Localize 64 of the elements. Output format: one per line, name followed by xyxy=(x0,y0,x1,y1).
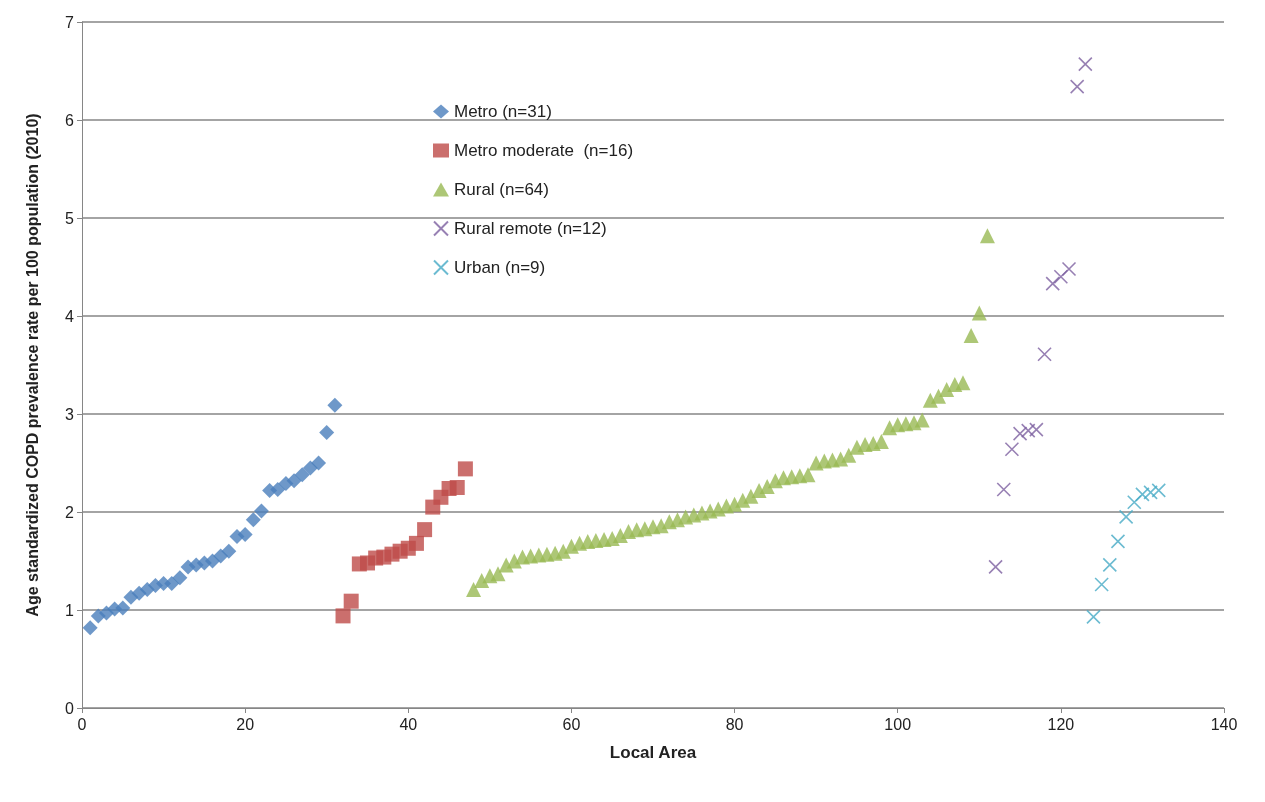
point xyxy=(1086,609,1101,625)
point xyxy=(172,570,188,586)
point xyxy=(408,535,424,551)
point xyxy=(82,620,98,636)
point xyxy=(115,600,131,616)
y-tick-label: 0 xyxy=(65,699,75,717)
point xyxy=(253,503,269,519)
point xyxy=(1053,269,1069,285)
y-tick-label: 4 xyxy=(65,307,75,325)
point xyxy=(1135,487,1150,502)
point xyxy=(327,397,343,413)
x-tick-label: 120 xyxy=(1047,715,1075,733)
point xyxy=(335,608,351,624)
point xyxy=(988,559,1003,575)
point xyxy=(1020,423,1036,438)
point xyxy=(302,460,318,476)
legend-label: Rural remote (n=12) xyxy=(454,219,607,238)
point xyxy=(1069,79,1085,94)
y-tick-label: 3 xyxy=(65,405,75,423)
point xyxy=(270,481,286,497)
point xyxy=(1012,426,1028,441)
point xyxy=(245,512,261,528)
x-tick-label: 40 xyxy=(399,715,418,733)
point xyxy=(1078,56,1093,72)
point xyxy=(1118,509,1134,525)
point xyxy=(164,576,180,592)
x-tick-label: 0 xyxy=(77,715,87,733)
point xyxy=(1061,261,1077,277)
point xyxy=(1102,557,1118,573)
point xyxy=(319,425,335,441)
point xyxy=(417,522,433,538)
point xyxy=(996,482,1012,497)
legend-label: Rural (n=64) xyxy=(454,180,549,199)
point xyxy=(343,593,359,609)
point xyxy=(1143,485,1158,500)
point xyxy=(294,467,310,483)
y-tick-label: 1 xyxy=(65,601,75,619)
x-tick-label: 60 xyxy=(562,715,581,733)
point xyxy=(449,480,465,495)
legend-label: Urban (n=9) xyxy=(454,258,546,277)
point xyxy=(1094,577,1109,592)
y-tick-label: 5 xyxy=(65,209,75,227)
x-tick-label: 20 xyxy=(236,715,255,733)
point xyxy=(1004,441,1020,457)
point xyxy=(457,461,473,477)
point xyxy=(1045,276,1060,291)
y-tick-label: 2 xyxy=(65,503,75,521)
point xyxy=(1126,494,1142,510)
y-axis-title: Age standardized COPD prevalence rate per 100 population (2010) xyxy=(23,113,41,617)
point xyxy=(1151,483,1167,498)
y-tick-label: 6 xyxy=(65,111,75,129)
legend-label: Metro moderate (n=16) xyxy=(454,141,634,160)
y-tick-label: 7 xyxy=(65,13,75,31)
legend-label: Metro (n=31) xyxy=(454,102,552,121)
x-axis-title: Local Area xyxy=(609,743,697,762)
point xyxy=(221,543,237,559)
point xyxy=(1037,346,1052,362)
x-tick-label: 100 xyxy=(884,715,912,733)
point xyxy=(1029,422,1044,437)
point xyxy=(1110,534,1126,549)
x-tick-label: 80 xyxy=(725,715,744,733)
point xyxy=(311,455,327,471)
x-tick-label: 140 xyxy=(1210,715,1238,733)
point xyxy=(237,527,253,543)
